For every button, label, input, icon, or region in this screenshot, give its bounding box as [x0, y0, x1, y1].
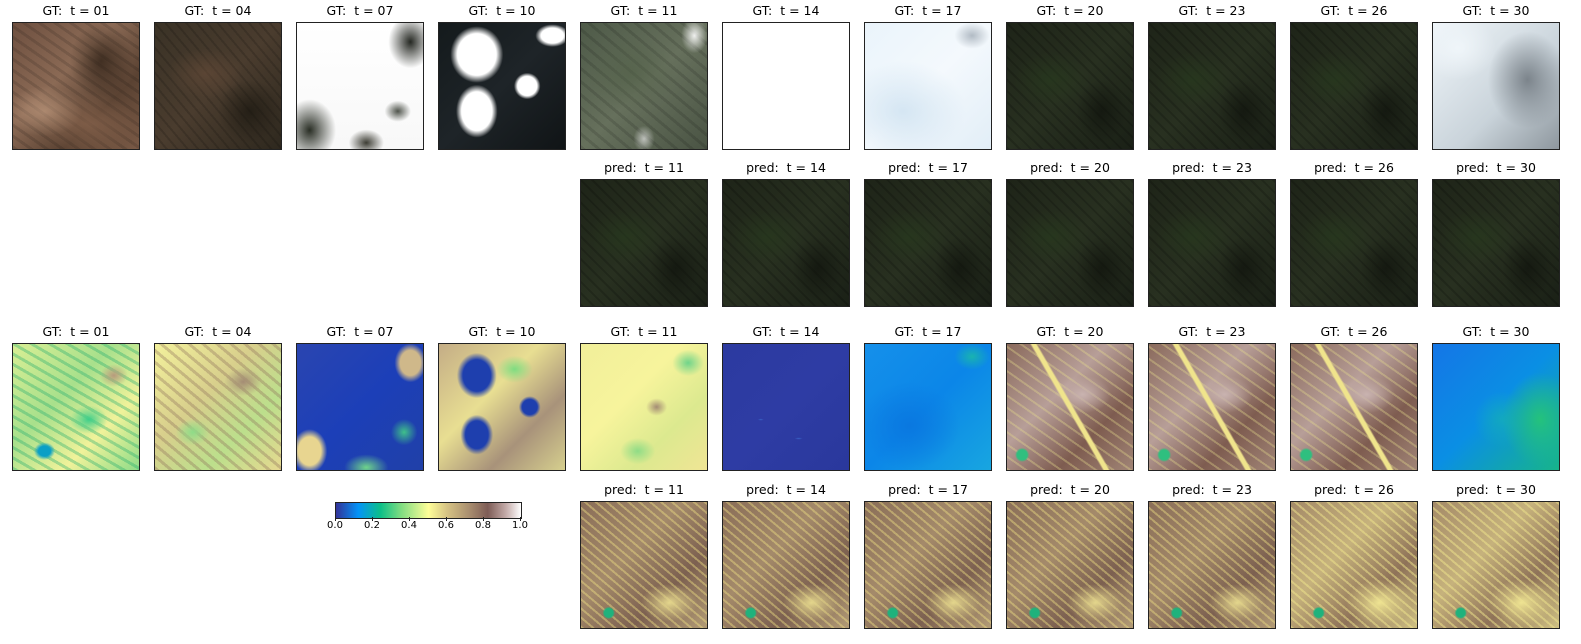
panel-title: GT: t = 26: [1320, 3, 1388, 18]
rgb-gt-image: [1006, 22, 1134, 150]
panel-title: GT: t = 07: [326, 324, 394, 339]
ndvi-pred-image: [864, 501, 992, 629]
panel-title: GT: t = 20: [1036, 324, 1104, 339]
panel-title: GT: t = 10: [468, 324, 536, 339]
panel-title: pred: t = 20: [1030, 482, 1110, 497]
ndvi-gt-image: [1148, 343, 1276, 471]
panel-title: GT: t = 14: [752, 324, 820, 339]
panel-title: GT: t = 01: [42, 324, 110, 339]
colorbar-tick-label: 0.2: [364, 520, 380, 531]
rgb-gt-image: [1432, 22, 1560, 150]
rgb-gt-image: [1290, 22, 1418, 150]
colorbar-tick: [483, 517, 484, 521]
panel-title: GT: t = 01: [42, 3, 110, 18]
ndvi-gt-image: [1006, 343, 1134, 471]
colorbar-tick-label: 0.4: [401, 520, 417, 531]
ndvi-gt-image: [1432, 343, 1560, 471]
colorbar-tick-label: 0.8: [475, 520, 491, 531]
colorbar-tick-label: 0.0: [327, 520, 343, 531]
panel-title: pred: t = 20: [1030, 160, 1110, 175]
panel-title: pred: t = 23: [1172, 482, 1252, 497]
rgb-pred-image: [1006, 179, 1134, 307]
rgb-gt-image: [438, 22, 566, 150]
ndvi-gt-image: [864, 343, 992, 471]
panel-title: pred: t = 30: [1456, 160, 1536, 175]
ndvi-gt-image: [1290, 343, 1418, 471]
ndvi-gt-image: [154, 343, 282, 471]
ndvi-gt-image: [580, 343, 708, 471]
colorbar-tick: [409, 517, 410, 521]
colorbar: [335, 502, 522, 519]
colorbar-tick: [335, 517, 336, 521]
panel-title: GT: t = 14: [752, 3, 820, 18]
ndvi-pred-image: [1006, 501, 1134, 629]
panel-title: pred: t = 26: [1314, 160, 1394, 175]
panel-title: GT: t = 26: [1320, 324, 1388, 339]
panel-title: GT: t = 07: [326, 3, 394, 18]
rgb-pred-image: [580, 179, 708, 307]
rgb-gt-image: [154, 22, 282, 150]
panel-title: GT: t = 10: [468, 3, 536, 18]
colorbar-tick-label: 0.6: [438, 520, 454, 531]
panel-title: GT: t = 04: [184, 3, 252, 18]
panel-title: GT: t = 11: [610, 324, 678, 339]
panel-title: GT: t = 23: [1178, 3, 1246, 18]
panel-title: pred: t = 14: [746, 160, 826, 175]
ndvi-pred-image: [1148, 501, 1276, 629]
rgb-gt-image: [722, 22, 850, 150]
colorbar-tick: [372, 517, 373, 521]
rgb-gt-image: [580, 22, 708, 150]
rgb-gt-image: [1148, 22, 1276, 150]
rgb-gt-image: [296, 22, 424, 150]
rgb-pred-image: [864, 179, 992, 307]
rgb-pred-image: [1432, 179, 1560, 307]
ndvi-gt-image: [722, 343, 850, 471]
ndvi-pred-image: [580, 501, 708, 629]
ndvi-gt-image: [438, 343, 566, 471]
rgb-pred-image: [1290, 179, 1418, 307]
colorbar-tick-label: 1.0: [512, 520, 528, 531]
ndvi-pred-image: [1432, 501, 1560, 629]
panel-title: pred: t = 17: [888, 160, 968, 175]
rgb-pred-image: [722, 179, 850, 307]
panel-title: pred: t = 30: [1456, 482, 1536, 497]
rgb-pred-image: [1148, 179, 1276, 307]
panel-title: GT: t = 20: [1036, 3, 1104, 18]
panel-title: GT: t = 23: [1178, 324, 1246, 339]
panel-title: pred: t = 26: [1314, 482, 1394, 497]
panel-title: pred: t = 14: [746, 482, 826, 497]
ndvi-gt-image: [12, 343, 140, 471]
panel-title: pred: t = 17: [888, 482, 968, 497]
rgb-gt-image: [864, 22, 992, 150]
panel-title: pred: t = 11: [604, 482, 684, 497]
panel-title: GT: t = 30: [1462, 3, 1530, 18]
rgb-gt-image: [12, 22, 140, 150]
panel-title: GT: t = 17: [894, 324, 962, 339]
panel-title: GT: t = 04: [184, 324, 252, 339]
colorbar-tick: [520, 517, 521, 521]
panel-title: pred: t = 11: [604, 160, 684, 175]
panel-title: GT: t = 11: [610, 3, 678, 18]
ndvi-pred-image: [722, 501, 850, 629]
ndvi-gt-image: [296, 343, 424, 471]
panel-title: pred: t = 23: [1172, 160, 1252, 175]
panel-title: GT: t = 30: [1462, 324, 1530, 339]
ndvi-pred-image: [1290, 501, 1418, 629]
colorbar-tick: [446, 517, 447, 521]
panel-title: GT: t = 17: [894, 3, 962, 18]
